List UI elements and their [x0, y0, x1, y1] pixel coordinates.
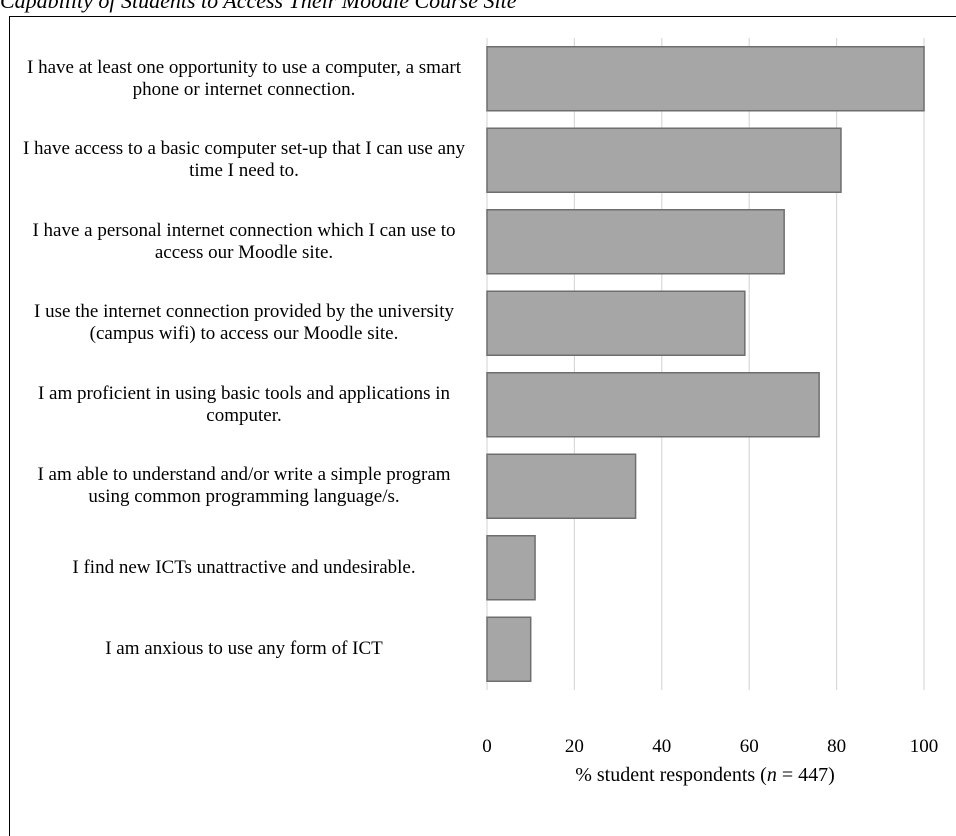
category-label: I use the internet connection provided b…: [34, 301, 454, 345]
bar: [486, 453, 637, 519]
x-tick-label: 0: [482, 736, 492, 757]
category-label-box: I find new ICTs unattractive and undesir…: [18, 524, 470, 612]
x-tick-label: 60: [740, 736, 759, 757]
category-label: I have access to a basic computer set-up…: [22, 138, 466, 182]
bar: [486, 127, 842, 193]
x-tick-label: 80: [827, 736, 846, 757]
category-label: I am able to understand and/or write a s…: [37, 464, 451, 508]
figure-caption: Capability of Students to Access Their M…: [0, 0, 517, 13]
category-label-box: I am able to understand and/or write a s…: [18, 442, 470, 530]
x-axis-label: % student respondents (n = 447): [487, 764, 923, 787]
x-tick-labels: 0 20 40 60 80 100: [482, 736, 938, 757]
category-label-box: I use the internet connection provided b…: [18, 279, 470, 367]
category-label: I am proficient in using basic tools and…: [37, 382, 451, 426]
category-label-box: I have a personal internet connection wh…: [18, 198, 470, 286]
category-label: I am anxious to use any form of ICT: [105, 638, 383, 660]
bar: [486, 372, 820, 438]
x-axis-label-prefix: % student respondents (: [575, 764, 767, 786]
bar: [486, 209, 785, 275]
category-label: I have a personal internet connection wh…: [32, 219, 456, 263]
x-tick-label: 20: [565, 736, 584, 757]
category-label-box: I am anxious to use any form of ICT: [18, 605, 470, 693]
x-tick-label: 100: [910, 736, 939, 757]
figure-frame: [9, 16, 956, 836]
category-label-box: I have access to a basic computer set-up…: [18, 116, 470, 204]
category-label-box: I have at least one opportunity to use a…: [18, 35, 470, 123]
category-label: I have at least one opportunity to use a…: [27, 56, 461, 100]
bars: [486, 46, 925, 682]
bar: [486, 46, 925, 112]
bar: [486, 290, 746, 356]
bar: [486, 535, 536, 601]
category-label: I find new ICTs unattractive and undesir…: [72, 556, 416, 578]
category-label-box: I am proficient in using basic tools and…: [18, 361, 470, 449]
x-axis-label-n: n: [766, 764, 777, 786]
x-tick-label: 40: [652, 736, 671, 757]
x-axis-label-suffix: = 447): [776, 764, 835, 786]
bar: [486, 616, 532, 682]
